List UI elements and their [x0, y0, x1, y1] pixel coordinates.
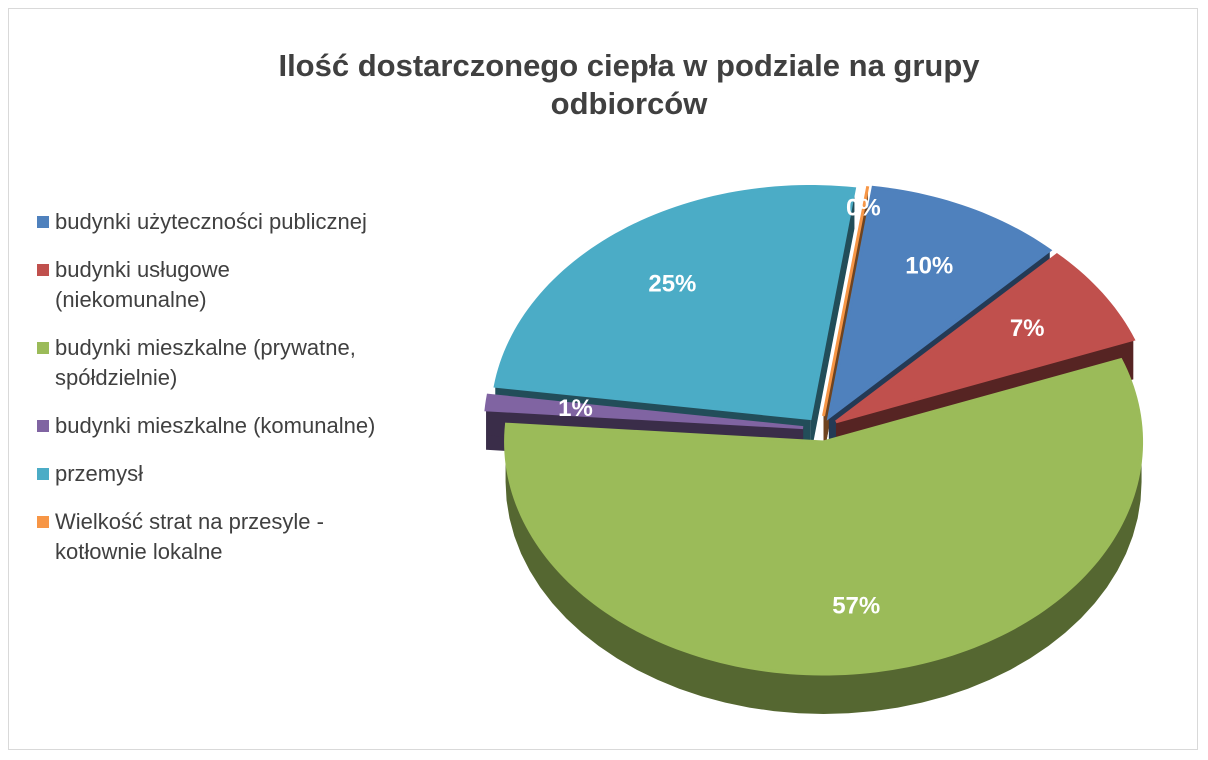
data-label: 7%	[1010, 315, 1045, 342]
legend-label: budynki użyteczności publicznej	[55, 209, 367, 234]
slice	[835, 253, 1136, 424]
slice	[826, 185, 1053, 421]
legend-item: budynki mieszkalne (prywatne, spółdzieln…	[37, 333, 377, 393]
slice-side	[505, 441, 1142, 714]
legend-swatch	[37, 216, 49, 228]
data-label: 0%	[846, 195, 881, 222]
legend-item: budynki mieszkalne (komunalne)	[37, 411, 377, 441]
legend-item: Wielkość strat na przesyle - kotłownie l…	[37, 507, 377, 567]
legend-label: budynki mieszkalne (komunalne)	[55, 413, 376, 438]
legend-swatch	[37, 342, 49, 354]
data-label: 10%	[905, 252, 953, 279]
data-label: 25%	[648, 270, 696, 297]
slice-cut	[810, 188, 855, 459]
chart-title: Ilość dostarczonego ciepła w podziale na…	[278, 48, 980, 121]
legend-item: budynki usługowe (niekomunalne)	[37, 255, 377, 315]
legend-label: przemysł	[55, 461, 144, 486]
legend-swatch	[37, 516, 49, 528]
legend-swatch	[37, 264, 49, 276]
legend-swatch	[37, 468, 49, 480]
chart: Ilość dostarczonego ciepła w podziale na…	[8, 8, 1198, 750]
slice	[484, 393, 804, 430]
legend-label: budynki usługowe (niekomunalne)	[55, 257, 230, 312]
slice	[822, 185, 870, 417]
legend-label: Wielkość strat na przesyle - kotłownie l…	[55, 509, 324, 564]
legend-item: przemysł	[37, 459, 377, 489]
pie: 0% 10% 7% 57% 1% 25%	[484, 185, 1144, 714]
legend-label: budynki mieszkalne (prywatne, spółdzieln…	[55, 335, 356, 390]
slice	[493, 185, 857, 421]
legend: budynki użyteczności publicznej budynki u…	[37, 207, 377, 585]
data-label: 1%	[558, 395, 593, 422]
data-label: 57%	[832, 593, 880, 620]
legend-swatch	[37, 420, 49, 432]
slice	[504, 357, 1144, 676]
legend-item: budynki użyteczności publicznej	[37, 207, 377, 237]
